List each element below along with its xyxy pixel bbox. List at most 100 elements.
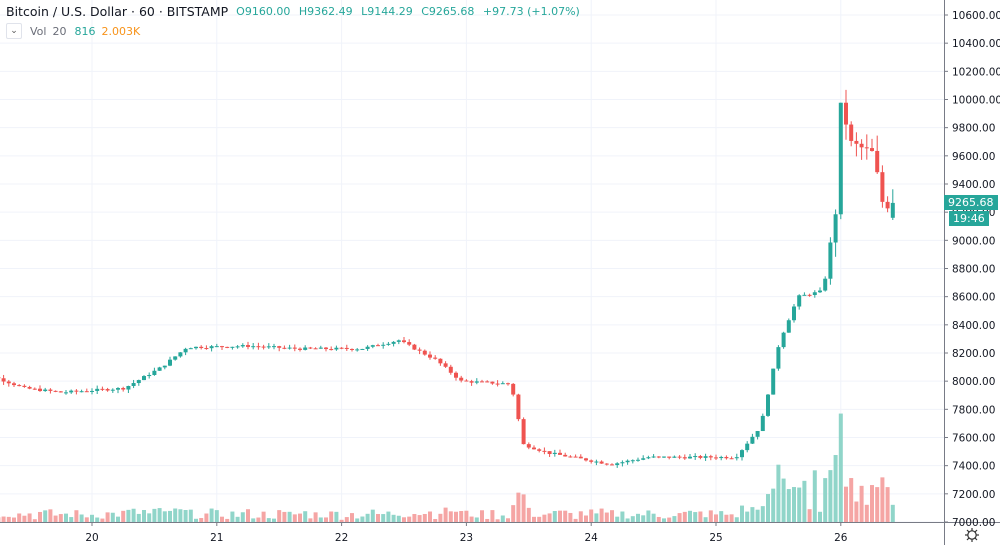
candle <box>261 346 266 348</box>
volume-bar <box>100 518 105 522</box>
time-axis-label: 25 <box>709 532 722 544</box>
volume-bar <box>781 478 786 522</box>
candle <box>17 385 22 387</box>
candle <box>547 451 552 455</box>
candle <box>792 306 796 321</box>
volume-bar <box>584 515 588 522</box>
volume-bar <box>79 514 84 522</box>
candle <box>136 380 141 384</box>
candle <box>69 390 74 393</box>
candle <box>142 376 146 381</box>
volume-bar <box>542 514 547 522</box>
volume-bar <box>22 515 27 522</box>
time-axis-label: 20 <box>85 532 98 544</box>
symbol-legend: Bitcoin / U.S. Dollar · 60 · BITSTAMP O9… <box>6 4 585 19</box>
price-axis-label: 9800.00 <box>952 123 995 135</box>
candle <box>578 456 583 459</box>
volume-bar <box>708 510 713 522</box>
volume-bar <box>168 510 172 522</box>
volume-bar <box>199 518 204 522</box>
candle <box>604 463 609 465</box>
candle <box>433 357 438 359</box>
volume-bar <box>641 515 646 522</box>
candle <box>766 394 770 416</box>
volume-bar <box>454 511 458 522</box>
volume-bar <box>370 509 375 522</box>
volume-bar <box>667 517 672 522</box>
candle <box>755 431 760 437</box>
volume-bar <box>719 511 724 522</box>
volume-bar <box>651 513 656 522</box>
volume-bar <box>407 516 412 522</box>
candle <box>469 381 474 383</box>
volume-bar <box>225 518 230 522</box>
candle <box>162 365 167 368</box>
volume-bar <box>303 511 308 522</box>
candle <box>771 368 776 395</box>
ohlc-values: O9160.00 H9362.49 L9144.29 C9265.68 +97.… <box>236 5 585 18</box>
volume-bar <box>381 514 386 522</box>
volume-bar <box>126 509 131 522</box>
volume-bar <box>27 513 32 522</box>
candle <box>22 385 27 387</box>
candle <box>760 415 765 432</box>
candle <box>740 450 744 458</box>
candle <box>594 461 599 463</box>
volume-bar <box>786 489 791 522</box>
volume-bar <box>235 516 240 522</box>
gear-icon[interactable] <box>963 526 981 544</box>
candle <box>870 148 874 151</box>
candle <box>875 150 880 173</box>
volume-bar <box>589 509 594 522</box>
candle <box>292 347 297 349</box>
candle <box>620 462 625 464</box>
volume-bar <box>396 515 401 522</box>
candle <box>854 140 859 144</box>
candle <box>667 456 672 458</box>
volume-bar <box>287 511 292 522</box>
volume-bar <box>698 511 703 522</box>
candle <box>344 347 349 349</box>
volume-bar <box>734 517 739 522</box>
volume-bar <box>147 513 152 522</box>
candle <box>516 394 521 420</box>
chevron-down-icon[interactable]: ⌄ <box>6 23 22 39</box>
volume-bar <box>682 511 687 522</box>
candle <box>890 202 895 218</box>
volume-bar <box>480 510 484 522</box>
volume-bar <box>636 513 640 522</box>
candle <box>240 345 245 347</box>
volume-bar <box>797 487 802 522</box>
volume-legend: ⌄ Vol 20 816 2.003K <box>6 23 140 39</box>
time-axis-label: 23 <box>460 532 473 544</box>
candle <box>662 456 666 458</box>
candle <box>797 295 802 307</box>
volume-bar <box>448 511 453 522</box>
volume-bar <box>17 513 22 522</box>
candle <box>27 386 32 389</box>
candle <box>823 278 828 291</box>
candle <box>1 378 6 382</box>
price-axis-label: 7600.00 <box>952 432 995 444</box>
volume-bar <box>412 514 417 522</box>
volume-bar <box>84 517 89 522</box>
candle <box>329 349 334 351</box>
time-axis-label: 22 <box>335 532 348 544</box>
candle <box>859 143 864 148</box>
volume-bar <box>823 478 828 522</box>
volume-bar <box>729 514 734 522</box>
volume-bar <box>64 513 68 522</box>
candle <box>807 294 812 296</box>
candle <box>214 346 219 348</box>
volume-bar <box>58 514 63 522</box>
candle <box>464 380 469 382</box>
candle <box>152 370 157 375</box>
price-axis-label: 8200.00 <box>952 348 995 360</box>
candle <box>474 381 479 383</box>
open-value: O9160.00 <box>236 5 291 18</box>
candle <box>53 390 58 392</box>
volume-bar <box>110 512 115 522</box>
volume-bar <box>646 510 651 522</box>
